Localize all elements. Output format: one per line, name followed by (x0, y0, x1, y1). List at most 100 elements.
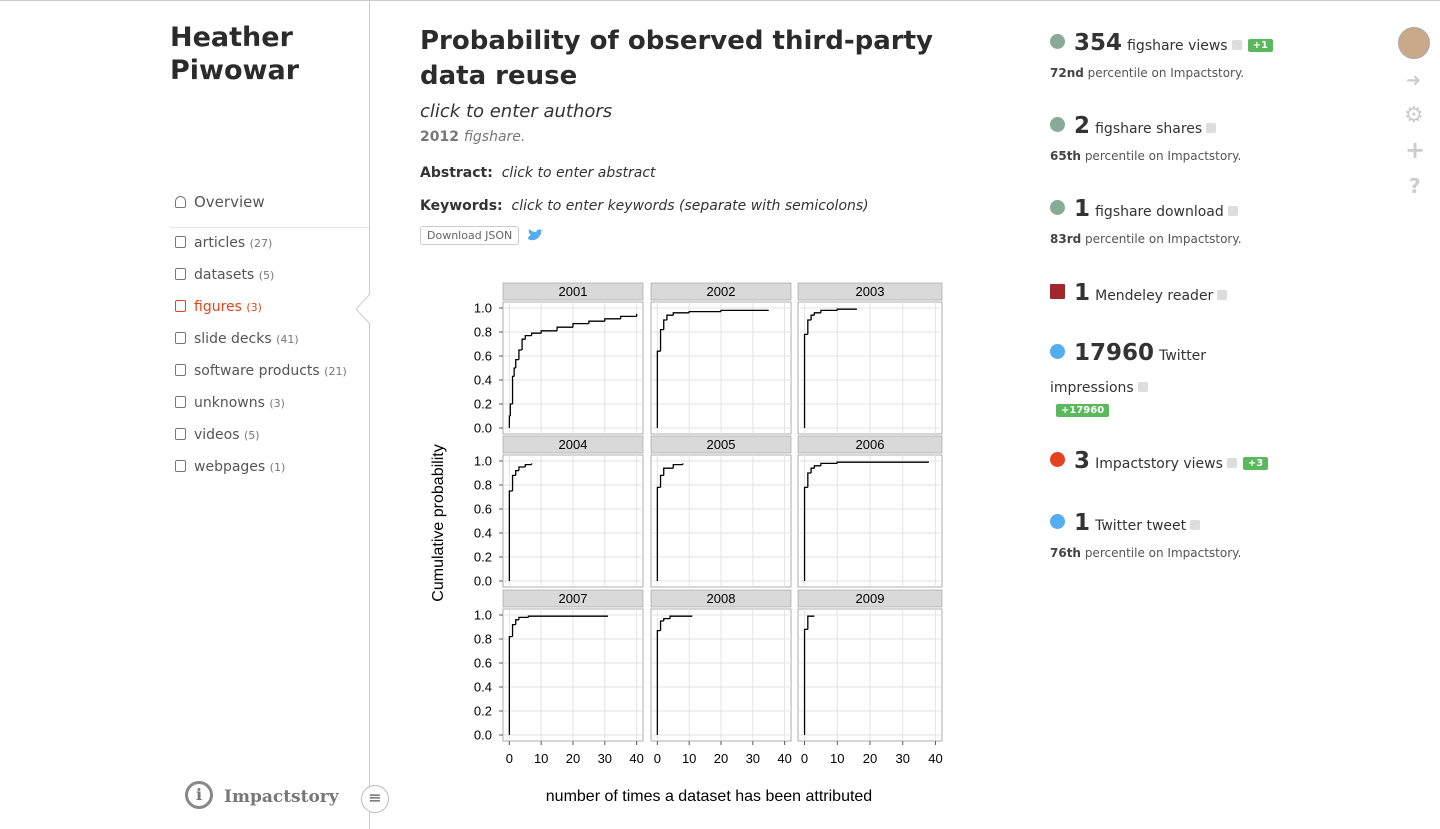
add-icon[interactable]: + (1405, 136, 1426, 164)
metric-label[interactable]: Twitter tweet (1095, 518, 1187, 534)
nav-count: (41) (276, 333, 299, 346)
x-tick-label: 0 (506, 751, 513, 766)
y-tick-label: 0.2 (474, 550, 492, 565)
nav-count: (1) (269, 461, 286, 474)
facet-title: 2007 (559, 591, 588, 606)
nav-icon (175, 428, 186, 440)
nav-item[interactable]: videos (5) (175, 427, 260, 443)
delta-badge: +17960 (1056, 404, 1110, 417)
logout-icon[interactable]: ➜ (1406, 70, 1422, 91)
facet-strip (797, 282, 943, 301)
share-icon[interactable] (1231, 40, 1242, 50)
brand-logo: i (185, 781, 213, 809)
nav-item[interactable]: unknowns (3) (175, 395, 285, 411)
step-line (604, 318, 621, 322)
sidebar-border (369, 0, 370, 829)
settings-icon[interactable]: ⚙ (1404, 103, 1424, 128)
step-line (527, 615, 608, 618)
x-tick-label: 10 (682, 751, 696, 766)
step-line (659, 328, 664, 352)
nav-icon (175, 460, 186, 472)
metric-label[interactable]: figshare views (1127, 38, 1228, 54)
share-icon[interactable] (1227, 206, 1238, 216)
share-icon[interactable] (1137, 382, 1148, 392)
metric: 1 Mendeley reader (1050, 280, 1228, 306)
nav-item[interactable]: articles (27) (175, 235, 272, 251)
step-line (810, 467, 815, 473)
metric-label[interactable]: impressions (1050, 380, 1134, 396)
y-tick-label: 1.0 (474, 301, 492, 316)
step-line (508, 635, 513, 735)
share-icon[interactable] (1217, 290, 1228, 300)
step-line (524, 334, 532, 340)
nav-count: (27) (249, 237, 273, 250)
abstract-text[interactable]: click to enter abstract (501, 165, 656, 181)
brand-name[interactable]: Impactstory (224, 787, 339, 807)
facet-title: 2005 (707, 437, 736, 452)
keywords-text[interactable]: click to enter keywords (separate with s… (511, 198, 869, 214)
abstract: Abstract: click to enter abstract (420, 165, 656, 181)
nav-item[interactable]: software products (21) (175, 363, 347, 379)
nav-icon (175, 396, 186, 408)
download-button[interactable]: Download JSON (420, 226, 520, 245)
x-tick-label: 30 (895, 751, 909, 766)
avatar[interactable] (1398, 27, 1430, 59)
nav-label: webpages (194, 459, 266, 475)
product-title: Probability of observed third-party data… (420, 26, 933, 91)
share-icon[interactable] (1206, 123, 1217, 133)
share-icon[interactable] (1226, 458, 1237, 468)
metric: 1 Twitter tweet (1050, 510, 1201, 536)
nav-label: articles (194, 235, 246, 251)
nav-item[interactable]: datasets (5) (175, 267, 274, 283)
help-icon[interactable]: ? (1409, 174, 1421, 198)
percentile-rank: 72nd (1050, 66, 1084, 80)
facet-title: 2002 (707, 284, 736, 299)
menu-toggle[interactable]: ≡ (361, 785, 389, 813)
twitter-share[interactable] (527, 229, 543, 243)
y-tick-label: 0.0 (474, 421, 492, 436)
year: 2012 (420, 129, 459, 145)
facet-title: 2001 (559, 284, 588, 299)
nav-pointer (355, 294, 371, 324)
nav-item[interactable]: webpages (1) (175, 459, 285, 475)
metric-count: 1 (1074, 510, 1091, 536)
metric-label[interactable]: Twitter (1159, 348, 1207, 364)
facet-strip (502, 435, 644, 454)
nav-count: (5) (244, 429, 260, 442)
step-line (663, 617, 671, 621)
metric-label[interactable]: figshare download (1095, 204, 1224, 220)
x-tick-label: 0 (654, 751, 661, 766)
metric-icon (1050, 514, 1065, 529)
step-line (515, 469, 519, 476)
keywords-label: Keywords: (420, 198, 503, 214)
metric-label[interactable]: figshare shares (1095, 121, 1203, 137)
nav-item[interactable]: slide decks (41) (175, 331, 299, 347)
share-icon[interactable] (1190, 520, 1201, 530)
authors[interactable]: click to enter authors (420, 101, 613, 122)
y-tick-label: 0.0 (474, 728, 492, 743)
step-line (659, 620, 664, 631)
facet-strip (502, 589, 644, 608)
step-line (836, 308, 857, 311)
metric-label[interactable]: Mendeley reader (1095, 288, 1214, 304)
metric: 17960 Twitter (1050, 340, 1206, 366)
step-line (720, 309, 769, 312)
x-tick-label: 30 (598, 751, 612, 766)
y-tick-label: 0.6 (474, 349, 492, 364)
metric-count: 17960 (1074, 340, 1155, 366)
y-tick-label: 0.8 (474, 478, 492, 493)
metric-label[interactable]: Impactstory views (1095, 456, 1223, 472)
nav-overview[interactable]: Overview (175, 193, 265, 211)
nav-icon (175, 332, 186, 344)
step-line (807, 319, 812, 335)
percentile: 65th percentile on Impactstory. (1050, 149, 1241, 163)
facet-strip (650, 589, 792, 608)
y-tick-label: 0.0 (474, 574, 492, 589)
nav-count: (3) (269, 397, 285, 410)
nav-item[interactable]: figures (3) (175, 299, 262, 315)
nav-count: (21) (324, 365, 347, 378)
y-tick-label: 0.6 (474, 656, 492, 671)
step-line (588, 320, 605, 324)
facet-title: 2009 (856, 591, 885, 606)
